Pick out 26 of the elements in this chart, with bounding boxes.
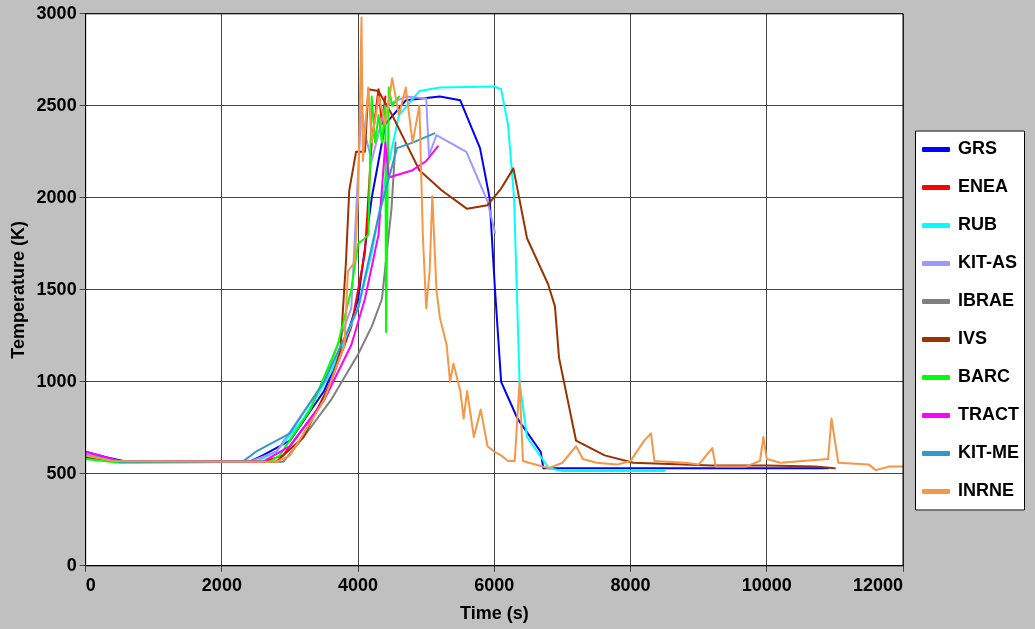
x-axis-title: Time (s) [459,603,529,624]
legend-label: ENEA [958,176,1009,197]
y-tick-label: 2500 [36,94,77,115]
legend-label: RUB [958,214,997,235]
y-tick-label: 3000 [36,2,77,23]
y-tick-label: 1500 [36,278,77,299]
y-axis-title: Temperature (K) [7,220,28,359]
legend-label: BARC [958,366,1010,387]
legend-label: IBRAE [958,290,1015,311]
x-tick-label: 6000 [474,574,515,595]
x-tick-label: 2000 [201,574,242,595]
x-tick-label: 10000 [741,574,792,595]
legend-label: IVS [958,328,988,349]
x-tick-label: 0 [85,574,96,595]
legend-label: KIT-ME [958,442,1019,463]
y-tick-label: 500 [46,462,77,483]
y-tick-label: 0 [66,554,77,575]
legend-label: GRS [958,138,998,159]
x-tick-label: 4000 [338,574,379,595]
y-tick-label: 1000 [36,370,77,391]
y-tick-label: 2000 [36,186,77,207]
legend-label: KIT-AS [958,252,1018,273]
legend-label: INRNE [958,480,1015,501]
legend-label: TRACT [958,404,1019,425]
x-tick-label: 8000 [610,574,651,595]
x-tick-label: 12000 [852,574,903,595]
